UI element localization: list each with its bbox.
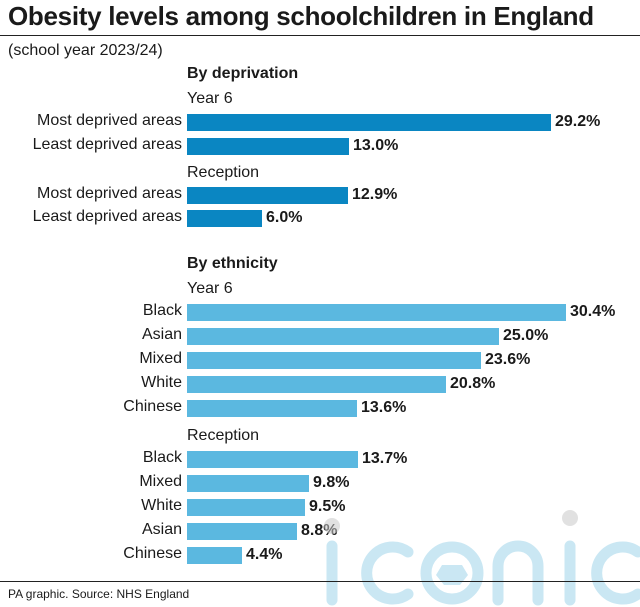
category-label-chinese: Chinese <box>123 545 182 562</box>
bar-white <box>187 376 446 393</box>
chart-subtitle: (school year 2023/24) <box>8 42 163 59</box>
value-label-white: 9.5% <box>309 498 346 515</box>
category-label-least-deprived-areas: Least deprived areas <box>32 136 182 153</box>
category-label-white: White <box>141 497 182 514</box>
value-label-mixed: 9.8% <box>313 474 350 491</box>
value-label-black: 13.7% <box>362 450 408 467</box>
category-label-least-deprived-areas: Least deprived areas <box>32 208 182 225</box>
category-label-black: Black <box>142 449 182 466</box>
section-heading-ethnicity: By ethnicity <box>187 255 278 272</box>
bar-asian <box>187 328 499 345</box>
group-heading-ethnicity-reception: Reception <box>187 427 260 444</box>
bar-most-deprived-areas <box>187 114 551 131</box>
bar-most-deprived-areas <box>187 187 348 204</box>
chart-title: Obesity levels among schoolchildren in E… <box>8 1 594 31</box>
value-label-asian: 25.0% <box>503 327 549 344</box>
title-rule <box>0 35 640 36</box>
iconic-watermark-logo <box>324 510 640 606</box>
category-label-black: Black <box>142 302 182 319</box>
bar-mixed <box>187 352 481 369</box>
value-label-most-deprived-areas: 12.9% <box>352 186 398 203</box>
bar-black <box>187 451 358 468</box>
value-label-mixed: 23.6% <box>485 351 531 368</box>
group-heading-ethnicity-year6: Year 6 <box>187 280 233 297</box>
category-label-asian: Asian <box>141 326 182 343</box>
source-note: PA graphic. Source: NHS England <box>8 587 190 601</box>
value-label-chinese: 4.4% <box>246 546 283 563</box>
category-label-mixed: Mixed <box>139 350 182 367</box>
bar-white <box>187 499 305 516</box>
group-heading-deprivation-reception: Reception <box>187 164 260 181</box>
footer-rule <box>0 581 640 582</box>
category-label-white: White <box>141 374 182 391</box>
category-label-asian: Asian <box>141 521 182 538</box>
bar-chinese <box>187 400 357 417</box>
value-label-white: 20.8% <box>450 375 496 392</box>
category-label-chinese: Chinese <box>123 398 182 415</box>
value-label-least-deprived-areas: 6.0% <box>266 209 303 226</box>
value-label-most-deprived-areas: 29.2% <box>555 113 601 130</box>
bar-mixed <box>187 475 309 492</box>
value-label-least-deprived-areas: 13.0% <box>353 137 399 154</box>
value-label-chinese: 13.6% <box>361 399 407 416</box>
section-heading-deprivation: By deprivation <box>187 65 299 82</box>
category-label-mixed: Mixed <box>139 473 182 490</box>
category-label-most-deprived-areas: Most deprived areas <box>37 185 182 202</box>
category-label-most-deprived-areas: Most deprived areas <box>37 112 182 129</box>
value-label-black: 30.4% <box>570 303 616 320</box>
group-heading-deprivation-year6: Year 6 <box>187 90 233 107</box>
bar-least-deprived-areas <box>187 210 262 227</box>
bar-black <box>187 304 566 321</box>
bar-least-deprived-areas <box>187 138 349 155</box>
bar-asian <box>187 523 297 540</box>
bar-chinese <box>187 547 242 564</box>
